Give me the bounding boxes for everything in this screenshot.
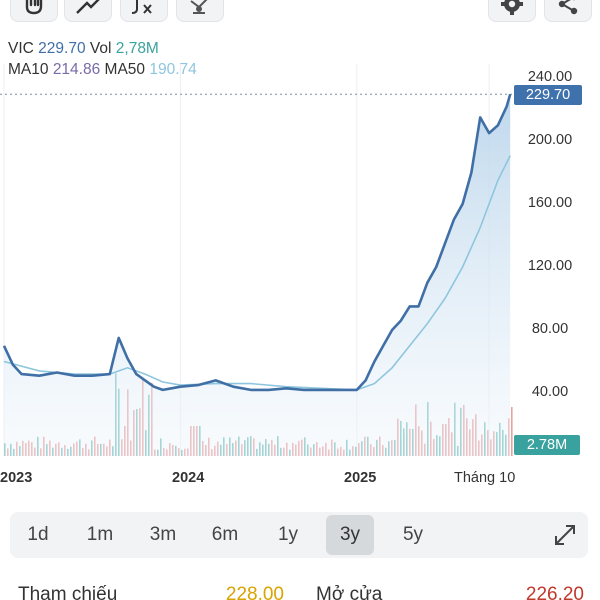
fx-indicator-icon[interactable] bbox=[120, 0, 168, 22]
stats-row: Tham chiếu 228.00 Mở cửa 226.20 bbox=[0, 578, 600, 600]
time-range-selector: 1d 1m 3m 6m 1y 3y 5y bbox=[10, 512, 588, 558]
y-tick-label: 200.00 bbox=[527, 132, 573, 148]
y-tick-label: 80.00 bbox=[531, 321, 569, 337]
reference-price-value: 228.00 bbox=[225, 584, 284, 600]
y-tick-label: 120.00 bbox=[527, 258, 573, 274]
range-6m-button[interactable]: 6m bbox=[211, 524, 239, 545]
volume-bar bbox=[511, 407, 513, 456]
x-tick-label: 2024 bbox=[172, 470, 205, 486]
open-price-label: Mở cửa bbox=[316, 584, 383, 600]
x-tick-label: 2023 bbox=[0, 470, 33, 486]
chart-toolbar bbox=[0, 0, 600, 26]
share-icon[interactable] bbox=[544, 0, 592, 22]
range-3y-button[interactable]: 3y bbox=[326, 515, 374, 555]
y-tick-label: 160.00 bbox=[527, 195, 573, 211]
legend-vol-label: Vol bbox=[89, 40, 112, 57]
last-volume-tag: 2.78M bbox=[514, 435, 580, 455]
price-area bbox=[4, 94, 511, 456]
legend-ma10-label: MA10 bbox=[8, 61, 49, 78]
expand-icon[interactable] bbox=[552, 522, 578, 548]
trend-line-icon[interactable] bbox=[64, 0, 112, 22]
range-3m-button[interactable]: 3m bbox=[149, 524, 177, 545]
x-tick-label: 2025 bbox=[344, 470, 377, 486]
y-tick-label: 40.00 bbox=[531, 384, 569, 400]
y-tick-label: 240.00 bbox=[527, 69, 573, 85]
legend-ma50-value: 190.74 bbox=[149, 61, 197, 78]
range-5y-button[interactable]: 5y bbox=[402, 524, 424, 545]
hand-pan-icon[interactable] bbox=[10, 0, 58, 22]
legend-price-value: 229.70 bbox=[38, 40, 86, 57]
drawing-tools-icon[interactable] bbox=[176, 0, 224, 22]
ticker-symbol: VIC bbox=[8, 40, 34, 57]
range-1d-button[interactable]: 1d bbox=[27, 524, 49, 545]
legend-ma10-value: 214.86 bbox=[52, 61, 101, 78]
legend-ma-row: MA10 214.86 MA50 190.74 bbox=[8, 59, 197, 80]
legend-ma50-label: MA50 bbox=[104, 61, 146, 78]
ma50-line bbox=[3, 155, 511, 391]
last-price-tag: 229.70 bbox=[514, 85, 582, 105]
chart-legend: VIC 229.70 Vol 2,78M MA10 214.86 MA50 19… bbox=[8, 38, 197, 80]
gear-icon[interactable] bbox=[488, 0, 536, 22]
legend-price-row: VIC 229.70 Vol 2,78M bbox=[8, 38, 197, 59]
reference-price-label: Tham chiếu bbox=[18, 584, 118, 600]
price-chart[interactable] bbox=[0, 64, 514, 460]
range-1y-button[interactable]: 1y bbox=[277, 524, 299, 545]
price-line bbox=[2, 93, 512, 392]
legend-vol-value: 2,78M bbox=[115, 40, 159, 57]
x-tick-label: Tháng 10 bbox=[454, 470, 516, 486]
open-price-value: 226.20 bbox=[525, 584, 584, 600]
range-1m-button[interactable]: 1m bbox=[86, 524, 114, 545]
